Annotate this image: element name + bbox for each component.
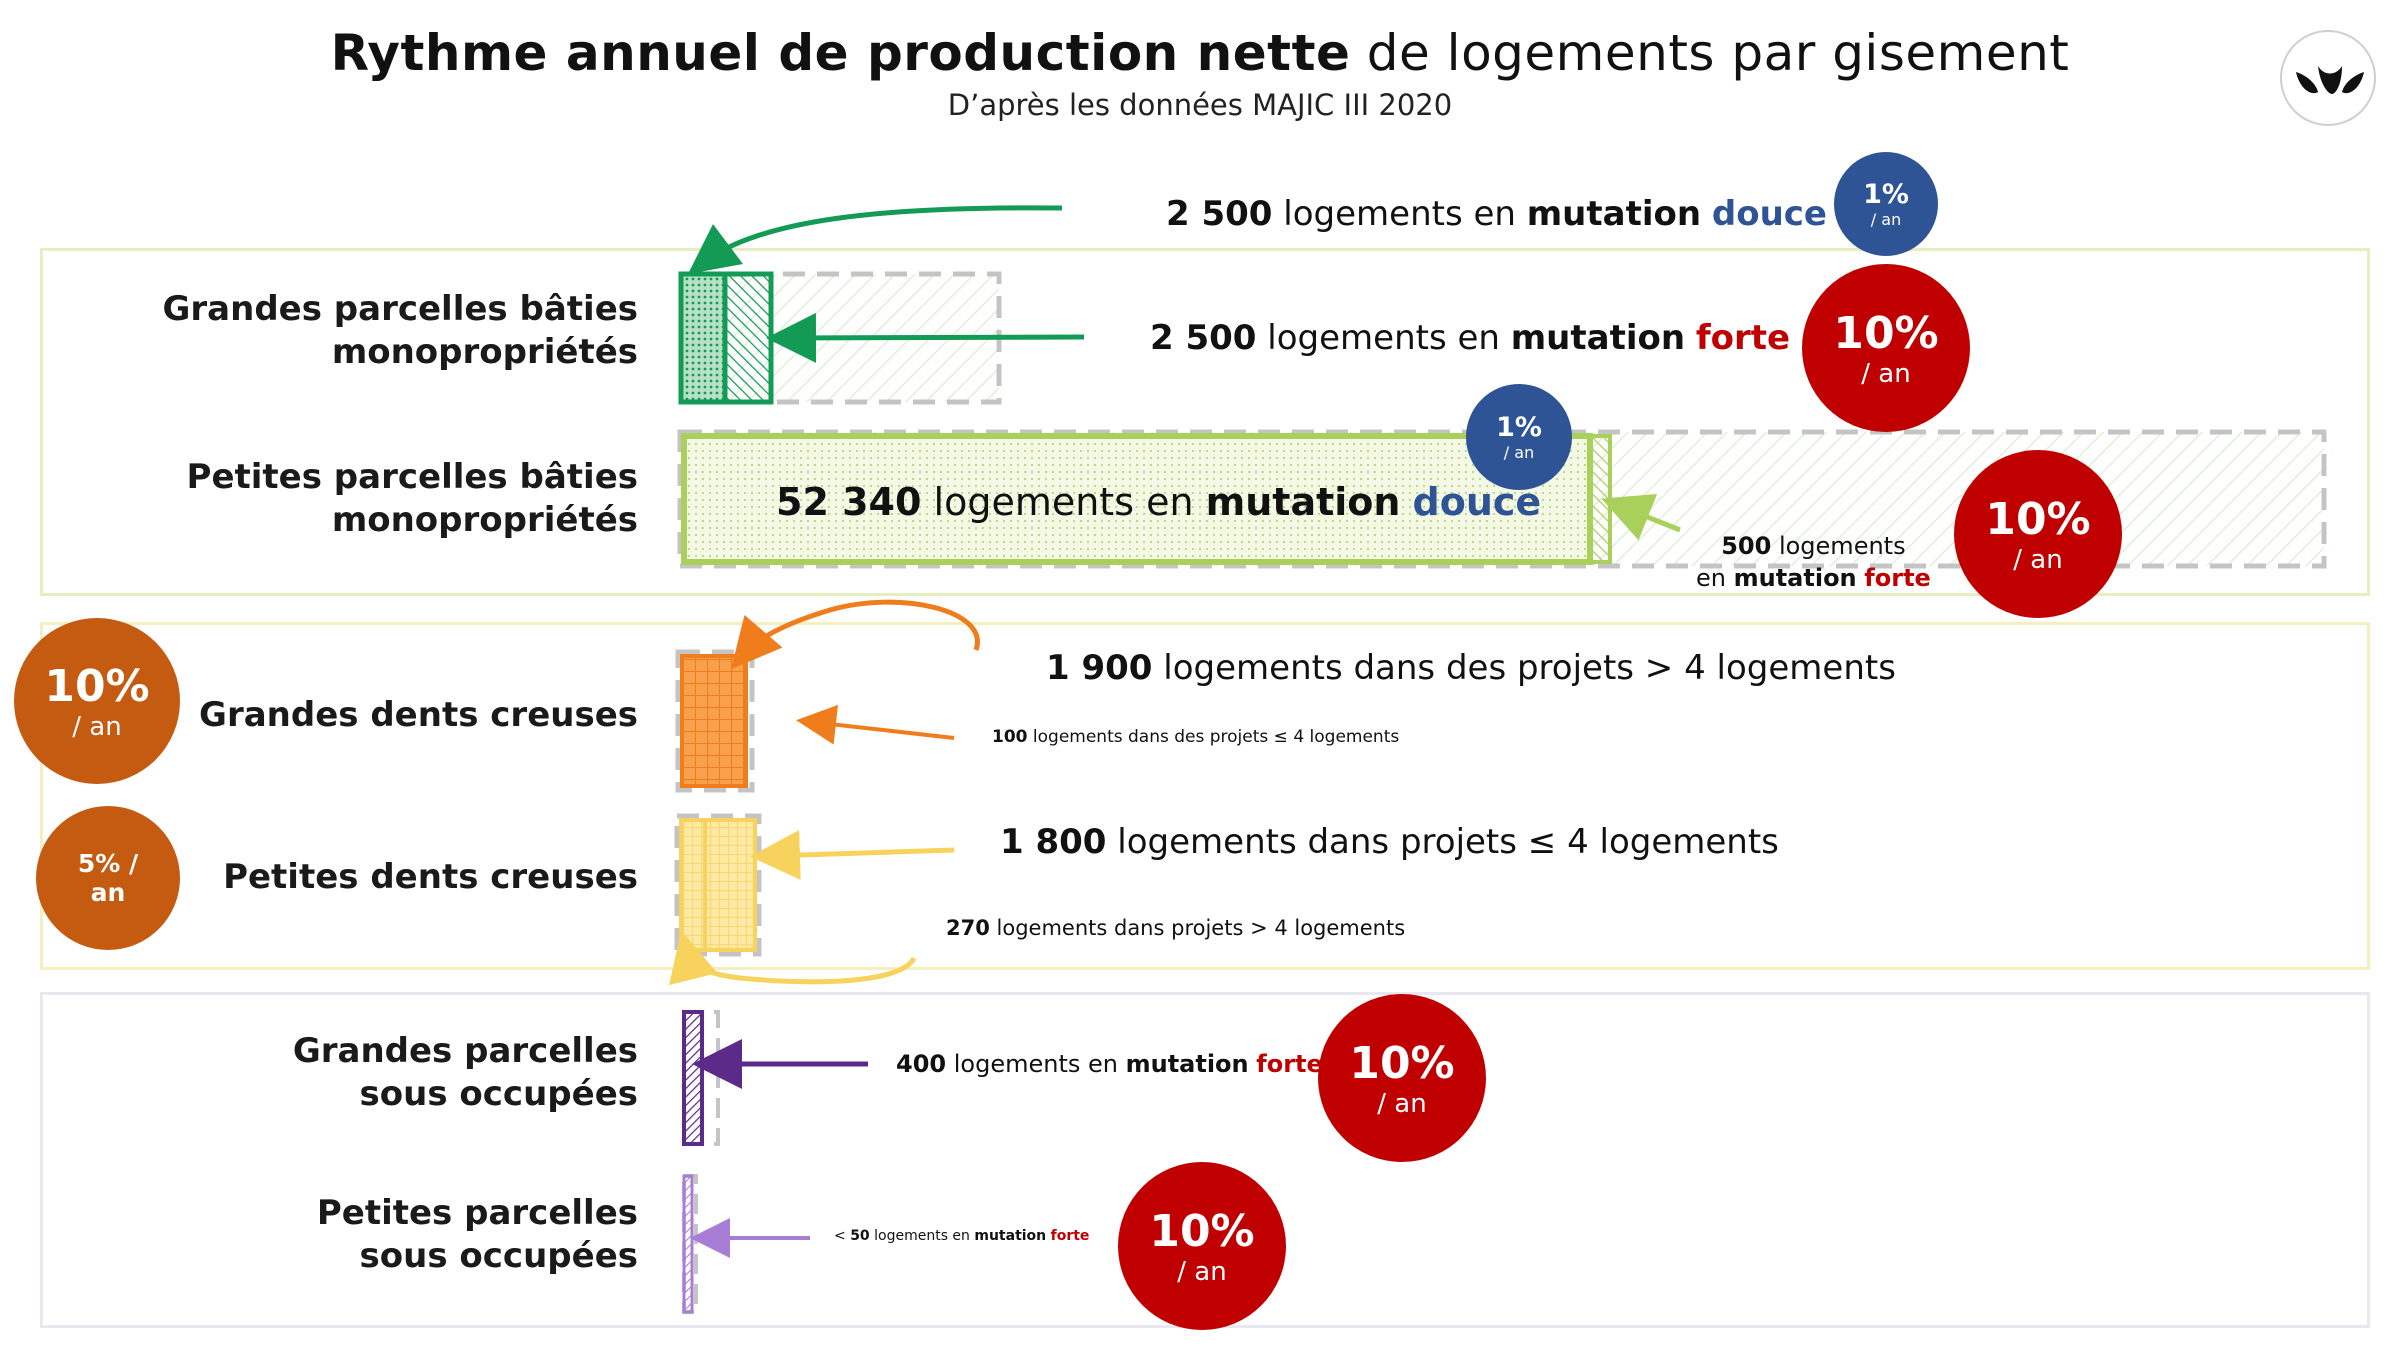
panel-parcelles-baties: [40, 248, 2370, 596]
annotation-projets-sup-4-grandes: 1 900 logements dans des projets > 4 log…: [1046, 648, 1896, 688]
row-label-grandes-parcelles-sous-occupees: Grandes parcelles sous occupées: [292, 1031, 638, 1114]
rate-badge-grandes-sous-occupees: 10% / an: [1318, 994, 1486, 1162]
annotation-mutation-douce-petites: 52 340 logements en mutation douce: [776, 480, 1542, 524]
bar-petites-parcelles-sous-occupees: [682, 1174, 698, 1314]
bar-grandes-parcelles-sous-occupees: [682, 1010, 720, 1146]
arrow-projets-sup-4-petites: [669, 930, 917, 986]
arrow-projets-inf-4-petites: [750, 830, 955, 881]
arrow-projets-inf-4-grandes: [796, 704, 955, 745]
rate-badge-petites-sous-occupees: 10% / an: [1118, 1162, 1286, 1330]
rate-badge-mutation-forte-petites: 10% / an: [1954, 450, 2122, 618]
annotation-projets-sup-4-petites: 270 logements dans projets > 4 logements: [946, 916, 1406, 940]
annotation-projets-inf-4-petites: 1 800 logements dans projets ≤ 4 logemen…: [1000, 822, 1779, 862]
annotation-mutation-douce-grandes: 2 500 logements en mutation douce: [1166, 194, 1827, 234]
arrow-mutation-douce-grandes: [687, 205, 1063, 274]
rate-badge-mutation-douce-grandes: 1% / an: [1834, 152, 1938, 256]
rate-badge-petites-dents-creuses: 5% / an: [36, 806, 180, 950]
page-title: Rythme annuel de production nette de log…: [330, 24, 2070, 82]
rate-badge-mutation-forte-grandes: 10% / an: [1802, 264, 1970, 432]
arrow-projets-sup-4-grandes: [730, 599, 980, 670]
row-label-grandes-parcelles-baties: Grandes parcelles bâties monopropriétés: [162, 289, 639, 372]
arrow-mutation-forte-grandes: [766, 312, 1085, 363]
page-subtitle: D’après les données MAJIC III 2020: [947, 88, 1453, 122]
brand-logo-icon: [2280, 30, 2376, 126]
annotation-mutation-forte-petites: 500 logements en mutation forte: [1696, 532, 1931, 592]
leaves-icon: [2296, 66, 2364, 94]
annotation-projets-inf-4-grandes: 100 logements dans des projets ≤ 4 logem…: [992, 727, 1400, 747]
rate-badge-mutation-douce-petites: 1% / an: [1466, 384, 1572, 490]
arrow-mutation-forte-petites: [1601, 493, 1681, 541]
bar-petites-dents-creuses: [674, 813, 762, 957]
row-label-petites-parcelles-sous-occupees: Petites parcelles sous occupées: [316, 1193, 638, 1276]
panel-dents-creuses: [40, 622, 2370, 970]
annotation-mutation-forte-grandes: 2 500 logements en mutation forte: [1150, 318, 1791, 358]
rate-badge-grandes-dents-creuses: 10% / an: [14, 618, 180, 784]
bar-grandes-dents-creuses: [675, 649, 755, 793]
annotation-mutation-forte-petites-sous: < 50 logements en mutation forte: [834, 1228, 1090, 1244]
row-label-petites-parcelles-baties: Petites parcelles bâties monopropriétés: [186, 457, 638, 540]
annotation-mutation-forte-grandes-sous: 400 logements en mutation forte: [896, 1050, 1323, 1078]
row-label-petites-dents-creuses: Petites dents creuses: [223, 857, 638, 897]
row-label-grandes-dents-creuses: Grandes dents creuses: [199, 695, 638, 735]
